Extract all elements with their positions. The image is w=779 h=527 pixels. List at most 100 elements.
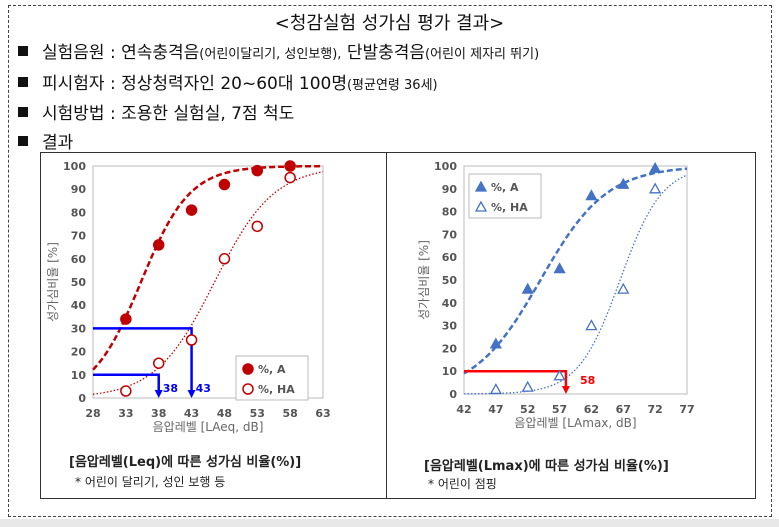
x-tick-label: 28 bbox=[85, 407, 100, 420]
data-point bbox=[152, 357, 165, 369]
x-tick-label: 57 bbox=[552, 403, 567, 416]
text: 시험방법 : 조용한 실험실, 7점 척도 bbox=[42, 104, 295, 124]
y-tick-label: 10 bbox=[442, 365, 458, 378]
data-point bbox=[617, 177, 630, 189]
data-point bbox=[521, 380, 534, 392]
x-tick-label: 53 bbox=[250, 407, 265, 420]
y-tick-label: 90 bbox=[442, 183, 458, 196]
text: 피시험자 : 정상청력자인 20~60대 100명 bbox=[42, 74, 347, 94]
y-tick-label: 20 bbox=[71, 346, 87, 359]
data-point bbox=[120, 313, 132, 325]
y-axis-label: 성가심비율 [%] bbox=[417, 240, 431, 320]
data-point bbox=[218, 253, 231, 265]
x-axis-label: 음압레벨 [LAmax, dB] bbox=[514, 416, 636, 430]
x-axis-label: 음압레벨 [LAeq, dB] bbox=[153, 420, 264, 434]
data-point bbox=[585, 319, 598, 331]
data-point bbox=[585, 189, 598, 201]
x-tick-label: 42 bbox=[456, 403, 471, 416]
data-point bbox=[185, 204, 198, 216]
y-tick-label: 50 bbox=[71, 276, 87, 289]
annotation-label: 43 bbox=[196, 382, 211, 395]
chart-leq: 0 10 20 30 40 50 60 70 80 90 100 28 33 38 43 48 53 58 63 음압… bbox=[46, 160, 331, 434]
annotation-label: 58 bbox=[580, 374, 595, 387]
chart-leq-caption: [음압레벨(Leq)에 따른 성가심 비율(%)] bbox=[69, 455, 302, 470]
document-frame bbox=[8, 5, 772, 517]
y-tick-label: 70 bbox=[442, 228, 458, 241]
y-tick-label: 60 bbox=[71, 253, 87, 266]
chart-lmax-note: * 어린이 점핑 bbox=[428, 477, 497, 491]
legend-marker bbox=[242, 383, 254, 395]
x-tick-label: 67 bbox=[616, 403, 631, 416]
legend-label: %, A bbox=[258, 363, 286, 376]
y-tick-label: 80 bbox=[71, 206, 87, 219]
y-tick-label: 90 bbox=[71, 183, 87, 196]
y-tick-label: 10 bbox=[71, 369, 87, 382]
annotation-label: 38 bbox=[163, 382, 178, 395]
data-point bbox=[218, 178, 231, 191]
data-point bbox=[251, 220, 264, 233]
annotation-line bbox=[464, 369, 568, 388]
y-tick-label: 80 bbox=[442, 206, 458, 219]
chart-lmax: 0 10 20 30 40 50 60 70 80 90 100 42 47 52 57 62 67 72 77 음압… bbox=[417, 160, 695, 430]
legend-label: %, HA bbox=[258, 383, 295, 396]
data-point bbox=[120, 385, 132, 397]
bullet-sound-source: 실험음원 : 연속충격음(어린이달리기, 성인보행), 단발충격음(어린이 제자… bbox=[18, 38, 539, 63]
annotation-line bbox=[93, 327, 193, 392]
legend-marker bbox=[242, 363, 254, 375]
y-tick-label: 30 bbox=[71, 322, 87, 335]
x-tick-label: 77 bbox=[679, 403, 694, 416]
divider bbox=[386, 153, 387, 498]
bullet-result: 결과 bbox=[18, 128, 73, 153]
x-tick-label: 47 bbox=[488, 403, 503, 416]
plot-area bbox=[463, 165, 688, 395]
bullet-icon bbox=[18, 46, 28, 56]
y-tick-label: 0 bbox=[449, 388, 457, 401]
data-point bbox=[489, 337, 502, 349]
data-point bbox=[489, 383, 502, 395]
bullet-method: 시험방법 : 조용한 실험실, 7점 척도 bbox=[18, 99, 294, 124]
data-point bbox=[284, 171, 296, 184]
text: 실험음원 : 연속충격음 bbox=[42, 43, 200, 63]
chart-leq-note: * 어린이 달리기, 성인 보행 등 bbox=[75, 475, 226, 489]
x-tick-label: 33 bbox=[118, 407, 133, 420]
text: (어린이달리기, 성인보행), bbox=[199, 47, 342, 62]
y-tick-label: 0 bbox=[78, 392, 86, 405]
y-tick-label: 20 bbox=[442, 342, 458, 355]
y-tick-label: 70 bbox=[71, 230, 87, 243]
chart-lmax-caption: [음압레벨(Lmax)에 따른 성가심 비율(%)] bbox=[424, 459, 669, 474]
fit-curve bbox=[92, 164, 323, 371]
fit-curve bbox=[92, 171, 324, 395]
data-point bbox=[521, 282, 534, 294]
y-tick-label: 60 bbox=[442, 251, 458, 264]
status-strip bbox=[0, 519, 779, 527]
legend-label: %, A bbox=[491, 181, 519, 194]
page-title: <청감실험 성가심 평가 결과> bbox=[274, 13, 505, 34]
y-tick-label: 50 bbox=[442, 274, 458, 287]
y-tick-label: 30 bbox=[442, 320, 458, 333]
charts-container: 0 10 20 30 40 50 60 70 80 90 100 28 33 38 43 48 53 58 63 음압… bbox=[40, 152, 756, 499]
x-tick-label: 43 bbox=[184, 407, 199, 420]
data-point bbox=[553, 262, 566, 274]
fit-curve bbox=[463, 167, 688, 375]
x-tick-label: 48 bbox=[217, 407, 232, 420]
text: 단발충격음 bbox=[341, 43, 426, 63]
bullet-subjects: 피시험자 : 정상청력자인 20~60대 100명(평균연령 36세) bbox=[18, 69, 438, 94]
data-point bbox=[649, 161, 662, 173]
x-tick-label: 62 bbox=[584, 403, 599, 416]
y-axis-label: 성가심비율 [%] bbox=[46, 242, 60, 322]
data-point bbox=[152, 239, 165, 251]
plot-area bbox=[92, 165, 324, 399]
legend-marker bbox=[474, 200, 488, 212]
legend-marker bbox=[474, 180, 488, 192]
text: (어린이 제자리 뛰기) bbox=[425, 47, 540, 62]
x-tick-label: 38 bbox=[151, 407, 166, 420]
bullet-icon bbox=[18, 107, 28, 117]
bullet-icon bbox=[18, 136, 28, 146]
data-point bbox=[251, 164, 264, 177]
x-tick-label: 63 bbox=[315, 407, 330, 420]
annotation-line bbox=[93, 373, 160, 392]
data-point bbox=[284, 160, 296, 172]
legend-label: %, HA bbox=[491, 201, 528, 214]
text: 결과 bbox=[42, 133, 74, 153]
data-point bbox=[617, 282, 630, 294]
